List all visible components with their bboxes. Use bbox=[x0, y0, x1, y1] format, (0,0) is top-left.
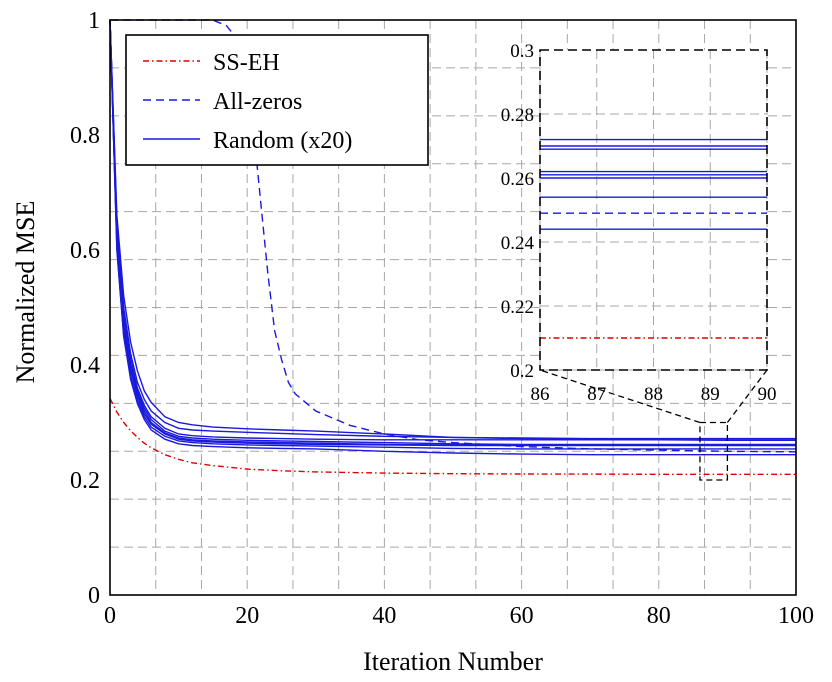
x-axis-label: Iteration Number bbox=[363, 647, 543, 676]
series-line-random-run bbox=[109, 19, 796, 450]
zoom-box bbox=[699, 421, 729, 481]
inset-x-tick-label: 90 bbox=[758, 384, 777, 405]
y-tick-label: 0.4 bbox=[70, 353, 100, 379]
y-tick-label: 1 bbox=[88, 8, 100, 34]
x-tick-label: 40 bbox=[372, 603, 396, 629]
series-line-ss-eh bbox=[109, 398, 796, 475]
zoom-indicator bbox=[539, 369, 768, 481]
inset-y-tick-label: 0.2 bbox=[510, 361, 534, 382]
plot-frame bbox=[109, 19, 797, 596]
zoom-connector-right bbox=[726, 369, 768, 423]
inset-x-tick-label: 88 bbox=[644, 384, 663, 405]
inset-plot: 86 87 88 89 90 0.2 0.22 0.24 0.26 0.28 0.3 bbox=[501, 41, 777, 405]
x-tick-label: 80 bbox=[647, 603, 671, 629]
series-line-random-run bbox=[109, 19, 796, 456]
legend-label-all-zeros: All-zeros bbox=[213, 89, 302, 115]
y-tick-label: 0 bbox=[88, 583, 100, 609]
y-axis-label: Normalized MSE bbox=[11, 201, 40, 384]
legend-label-random: Random (x20) bbox=[213, 128, 352, 154]
inset-series-group bbox=[540, 138, 767, 339]
y-tick-label: 0.8 bbox=[70, 123, 100, 149]
inset-y-tick-label: 0.3 bbox=[510, 41, 534, 62]
series-group bbox=[109, 19, 797, 475]
inset-x-tick-label: 86 bbox=[531, 384, 550, 405]
inset-tick-labels: 86 87 88 89 90 0.2 0.22 0.24 0.26 0.28 0.3 bbox=[501, 41, 777, 405]
series-line-random-run bbox=[109, 19, 796, 441]
inset-y-tick-label: 0.22 bbox=[501, 297, 534, 318]
x-tick-label: 0 bbox=[104, 603, 116, 629]
y-tick-label: 0.6 bbox=[70, 238, 100, 264]
tick-labels: 0 20 40 60 80 100 0 0.2 0.4 0.6 0.8 1 bbox=[70, 8, 814, 629]
inset-y-tick-label: 0.26 bbox=[501, 169, 534, 190]
inset-frame bbox=[539, 49, 768, 371]
inset-y-tick-label: 0.24 bbox=[501, 233, 535, 254]
y-tick-label: 0.2 bbox=[70, 468, 100, 494]
legend: SS-EH All-zeros Random (x20) bbox=[125, 34, 429, 166]
legend-label-ss-eh: SS-EH bbox=[213, 50, 280, 76]
inset-y-tick-label: 0.28 bbox=[501, 105, 534, 126]
zoom-connector-left bbox=[539, 369, 701, 424]
inset-x-tick-label: 89 bbox=[701, 384, 720, 405]
x-tick-label: 100 bbox=[778, 603, 814, 629]
x-tick-label: 20 bbox=[235, 603, 259, 629]
x-tick-label: 60 bbox=[510, 603, 534, 629]
inset-x-tick-label: 87 bbox=[587, 384, 606, 405]
series-line-random-run bbox=[109, 19, 796, 441]
series-line-random-run bbox=[109, 19, 796, 447]
